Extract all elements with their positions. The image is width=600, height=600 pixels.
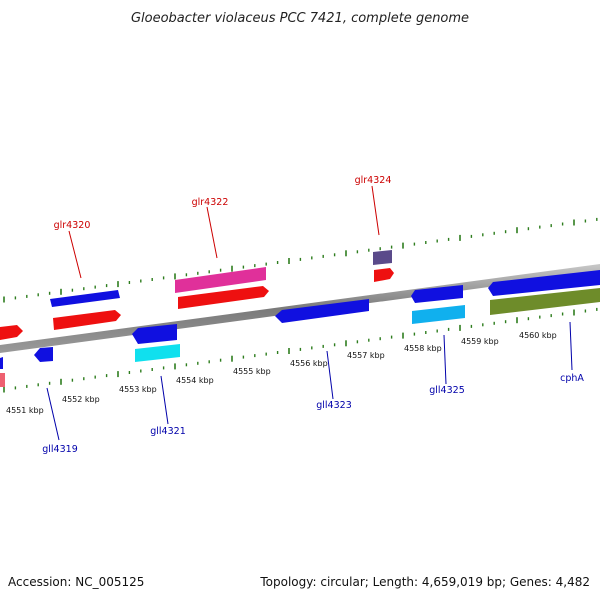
gene-arrow-glr4322-b[interactable] [178,286,269,309]
tick-label: 4554 kbp [176,376,214,385]
gene-label-glr4320[interactable]: glr4320 [54,220,91,231]
gene-label-gll4321[interactable]: gll4321 [150,426,186,437]
tick-label: 4551 kbp [6,406,44,415]
tick-label: 4557 kbp [347,351,385,360]
gene-arrow-glr4320-b[interactable] [53,310,121,330]
tick-label: 4556 kbp [290,359,328,368]
lower-tick-row [3,307,598,393]
gene-label-gll4319[interactable]: gll4319 [42,444,78,455]
tick-label: 4552 kbp [62,395,100,404]
tick-label: 4558 kbp [404,344,442,353]
genome-stats-label: Topology: circular; Length: 4,659,019 bp… [259,575,590,589]
reverse-genes [0,270,600,387]
tick-label: 4560 kbp [519,331,557,340]
gene-label-gll4325[interactable]: gll4325 [429,385,465,396]
kbp-tick-labels: 4551 kbp 4552 kbp 4553 kbp 4554 kbp 4555… [6,331,557,415]
gene-label-glr4322[interactable]: glr4322 [192,197,229,208]
gene-label-cphA[interactable]: cphA [560,373,584,384]
gene-label-gll4323[interactable]: gll4323 [316,400,352,411]
map-title: Gloeobacter violaceus PCC 7421, complete… [131,11,469,26]
gene-arrow-gll4323[interactable] [275,299,369,323]
gene-label-glr4324[interactable]: glr4324 [355,175,392,186]
gene-arrow-gll4321-b[interactable] [135,344,180,362]
gene-arrow-glr4324-b[interactable] [374,268,394,282]
gene-arrow-cphA[interactable] [488,270,600,296]
gene-arrow-gll4321-a[interactable] [132,324,177,344]
gene-arrow-gll4325-a[interactable] [411,285,463,303]
accession-label: Accession: NC_005125 [8,575,144,589]
gene-arrow-olive[interactable] [490,288,600,315]
gene-arrow-left-red[interactable] [0,325,23,340]
gene-arrow-gll4325-b[interactable] [412,305,465,324]
upper-tick-row [3,217,598,303]
leader-lines [46,185,573,441]
gene-arrow-glr4320-a[interactable] [50,290,120,307]
gene-arrow-glr4322-a[interactable] [175,267,266,293]
gene-arrow-glr4324-a[interactable] [373,250,392,265]
tick-label: 4553 kbp [119,385,157,394]
tick-label: 4559 kbp [461,337,499,346]
forward-genes [0,250,600,340]
gene-arrow-left-pink[interactable] [0,373,5,387]
gene-arrow-left-blue[interactable] [0,357,3,369]
tick-label: 4555 kbp [233,367,271,376]
gene-arrow-gll4319[interactable] [34,347,53,362]
